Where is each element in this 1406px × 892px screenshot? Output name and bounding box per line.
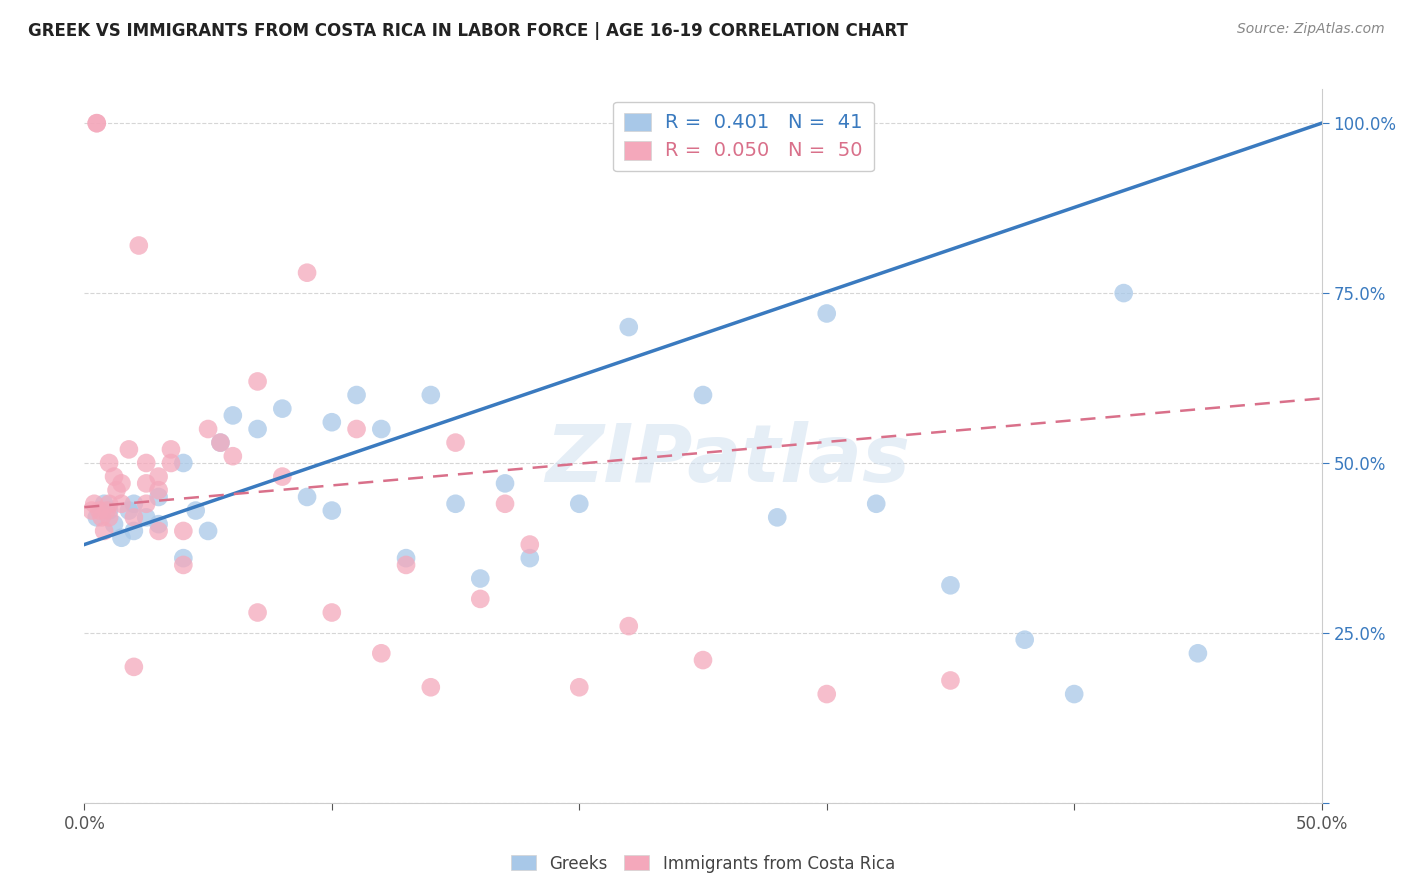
Point bbox=[83, 497, 105, 511]
Point bbox=[110, 497, 132, 511]
Legend: Greeks, Immigrants from Costa Rica: Greeks, Immigrants from Costa Rica bbox=[505, 848, 901, 880]
Point bbox=[103, 517, 125, 532]
Point bbox=[271, 401, 294, 416]
Point bbox=[98, 456, 121, 470]
Point bbox=[148, 490, 170, 504]
Point bbox=[148, 517, 170, 532]
Point bbox=[135, 476, 157, 491]
Point bbox=[122, 524, 145, 538]
Point bbox=[222, 409, 245, 423]
Text: GREEK VS IMMIGRANTS FROM COSTA RICA IN LABOR FORCE | AGE 16-19 CORRELATION CHART: GREEK VS IMMIGRANTS FROM COSTA RICA IN L… bbox=[28, 22, 908, 40]
Point bbox=[96, 503, 118, 517]
Point bbox=[105, 483, 128, 498]
Point bbox=[98, 510, 121, 524]
Point bbox=[346, 388, 368, 402]
Point bbox=[209, 435, 232, 450]
Point bbox=[271, 469, 294, 483]
Point bbox=[172, 551, 194, 566]
Point bbox=[148, 524, 170, 538]
Point bbox=[118, 442, 141, 457]
Text: ZIPatlas: ZIPatlas bbox=[546, 421, 910, 500]
Point bbox=[160, 456, 183, 470]
Point bbox=[110, 476, 132, 491]
Point bbox=[815, 687, 838, 701]
Point bbox=[197, 422, 219, 436]
Point bbox=[295, 266, 318, 280]
Point bbox=[939, 673, 962, 688]
Point bbox=[172, 456, 194, 470]
Point bbox=[1187, 646, 1209, 660]
Point bbox=[110, 531, 132, 545]
Text: Source: ZipAtlas.com: Source: ZipAtlas.com bbox=[1237, 22, 1385, 37]
Point bbox=[321, 606, 343, 620]
Point bbox=[568, 497, 591, 511]
Point bbox=[766, 510, 789, 524]
Point bbox=[184, 503, 207, 517]
Point bbox=[98, 497, 121, 511]
Point bbox=[172, 524, 194, 538]
Point bbox=[617, 619, 640, 633]
Point bbox=[148, 469, 170, 483]
Point bbox=[519, 537, 541, 551]
Point bbox=[1063, 687, 1085, 701]
Point bbox=[865, 497, 887, 511]
Point bbox=[617, 320, 640, 334]
Point bbox=[135, 456, 157, 470]
Point bbox=[90, 510, 112, 524]
Point bbox=[86, 510, 108, 524]
Point bbox=[419, 680, 441, 694]
Point bbox=[246, 375, 269, 389]
Point bbox=[89, 503, 111, 517]
Point bbox=[1014, 632, 1036, 647]
Point bbox=[93, 524, 115, 538]
Point bbox=[135, 510, 157, 524]
Point bbox=[86, 116, 108, 130]
Point bbox=[419, 388, 441, 402]
Point bbox=[128, 238, 150, 252]
Point bbox=[346, 422, 368, 436]
Point bbox=[395, 551, 418, 566]
Point bbox=[444, 435, 467, 450]
Point bbox=[519, 551, 541, 566]
Point bbox=[470, 591, 492, 606]
Point bbox=[246, 422, 269, 436]
Point bbox=[470, 572, 492, 586]
Point bbox=[197, 524, 219, 538]
Point bbox=[395, 558, 418, 572]
Point bbox=[295, 490, 318, 504]
Point bbox=[494, 476, 516, 491]
Point bbox=[103, 469, 125, 483]
Point bbox=[692, 388, 714, 402]
Point bbox=[692, 653, 714, 667]
Point bbox=[118, 503, 141, 517]
Point bbox=[93, 497, 115, 511]
Point bbox=[321, 415, 343, 429]
Point bbox=[370, 646, 392, 660]
Point bbox=[160, 442, 183, 457]
Point bbox=[222, 449, 245, 463]
Point bbox=[135, 497, 157, 511]
Point bbox=[321, 503, 343, 517]
Legend: R =  0.401   N =  41, R =  0.050   N =  50: R = 0.401 N = 41, R = 0.050 N = 50 bbox=[613, 102, 873, 171]
Point bbox=[815, 306, 838, 320]
Point bbox=[172, 558, 194, 572]
Point bbox=[86, 116, 108, 130]
Point bbox=[98, 503, 121, 517]
Point bbox=[939, 578, 962, 592]
Point bbox=[370, 422, 392, 436]
Point bbox=[568, 680, 591, 694]
Point bbox=[494, 497, 516, 511]
Point bbox=[122, 497, 145, 511]
Point bbox=[148, 483, 170, 498]
Point bbox=[209, 435, 232, 450]
Point bbox=[444, 497, 467, 511]
Point bbox=[80, 503, 103, 517]
Point bbox=[246, 606, 269, 620]
Point bbox=[122, 510, 145, 524]
Point bbox=[122, 660, 145, 674]
Point bbox=[1112, 286, 1135, 301]
